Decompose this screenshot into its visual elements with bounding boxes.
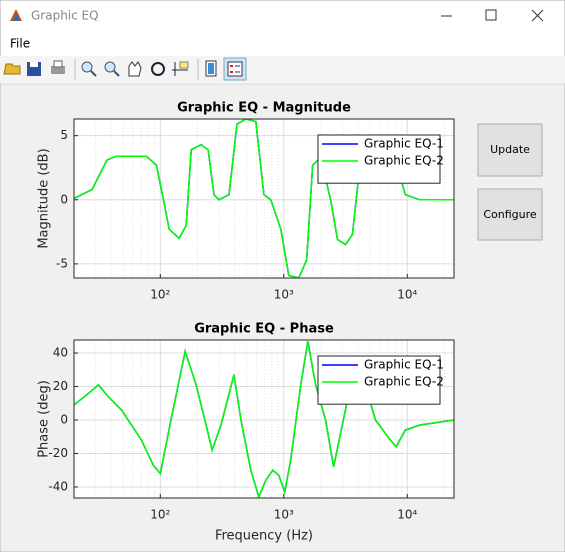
configure-button[interactable] bbox=[477, 188, 543, 241]
chart-title: Graphic EQ - Magnitude bbox=[177, 101, 351, 116]
y-axis-label: Magnitude (dB) bbox=[37, 148, 52, 248]
legend-label: Graphic EQ-1 bbox=[364, 358, 444, 372]
legend-label: Graphic EQ-2 bbox=[364, 375, 444, 389]
maximize-button[interactable] bbox=[485, 9, 497, 21]
y-tick-label: -40 bbox=[48, 479, 68, 493]
legend-box bbox=[317, 355, 441, 405]
x-tick-label: 10² bbox=[150, 508, 170, 522]
plot-lines bbox=[74, 119, 454, 278]
y-tick-label: 0 bbox=[60, 192, 68, 206]
legend-box bbox=[317, 134, 441, 184]
toolbar-icons[interactable] bbox=[3, 57, 247, 81]
close-button[interactable] bbox=[531, 9, 544, 22]
x-tick-label: 10³ bbox=[274, 288, 294, 302]
menu-file[interactable]: File bbox=[10, 37, 30, 51]
x-tick-label: 10² bbox=[150, 288, 170, 302]
series-line bbox=[74, 119, 454, 278]
window-title: Graphic EQ bbox=[31, 9, 99, 23]
x-tick-label: 10⁴ bbox=[397, 508, 417, 522]
app-icon bbox=[10, 9, 22, 21]
y-axis-label: Phase (deg) bbox=[37, 380, 52, 458]
legend-label: Graphic EQ-2 bbox=[364, 154, 444, 168]
y-tick-label: 0 bbox=[60, 413, 68, 427]
chart-title: Graphic EQ - Phase bbox=[194, 322, 334, 337]
y-tick-label: 20 bbox=[53, 379, 68, 393]
toolbar bbox=[0, 56, 565, 83]
y-tick-label: -5 bbox=[56, 256, 68, 270]
update-button[interactable] bbox=[477, 123, 543, 177]
update-label[interactable]: Update bbox=[490, 143, 530, 156]
legend-label: Graphic EQ-1 bbox=[364, 137, 444, 151]
x-tick-label: 10⁴ bbox=[397, 288, 417, 302]
x-axis-label: Frequency (Hz) bbox=[215, 529, 313, 544]
x-tick-label: 10³ bbox=[274, 508, 294, 522]
y-tick-label: -20 bbox=[48, 446, 68, 460]
y-tick-label: 5 bbox=[60, 128, 68, 142]
axes-box bbox=[73, 339, 455, 499]
axes-box bbox=[73, 118, 455, 279]
configure-label[interactable]: Configure bbox=[483, 208, 537, 221]
y-tick-label: 40 bbox=[53, 346, 68, 360]
